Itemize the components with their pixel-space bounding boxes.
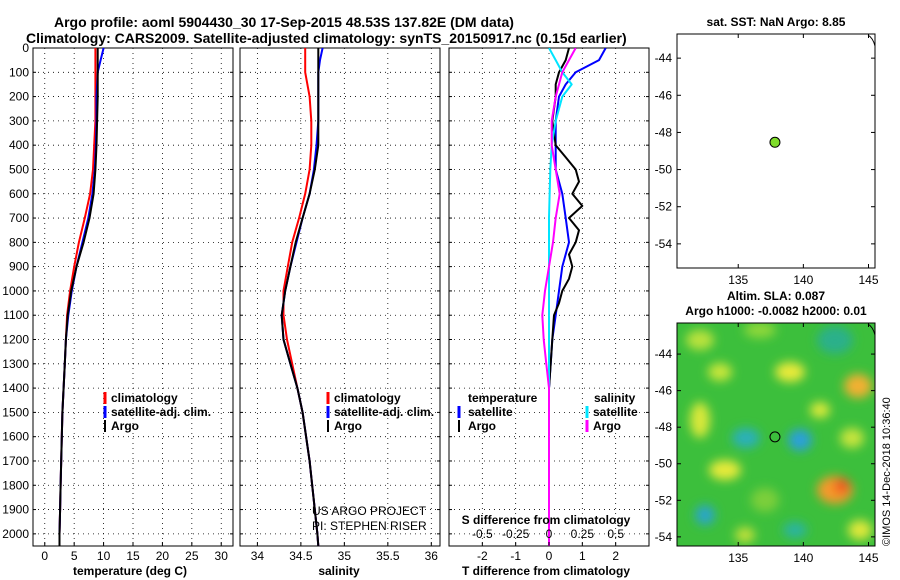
map-x-tick-label: 145 xyxy=(858,551,878,565)
temperature-axis-label: temperature (deg C) xyxy=(73,564,187,578)
map-y-tick-label: -50 xyxy=(655,457,673,471)
map-y-tick-label: -44 xyxy=(655,347,673,361)
sla-map-frame xyxy=(676,322,876,547)
series-line-salinity-argo xyxy=(541,48,577,546)
figure-subtitle: Climatology: CARS2009. Satellite-adjuste… xyxy=(26,30,627,46)
x-tick-label: 5 xyxy=(71,549,78,563)
series-line-argo xyxy=(58,48,99,546)
s-diff-tick-label: 0.25 xyxy=(571,527,595,541)
difference-legend: temperature satellite Argo salinity sate… xyxy=(457,391,638,433)
x-tick-label: -1 xyxy=(510,549,521,563)
depth-tick-label: 1400 xyxy=(2,381,29,395)
depth-tick-label: 1200 xyxy=(2,333,29,347)
s-diff-tick-label: -0.25 xyxy=(502,527,530,541)
legend-climatology-label: climatology xyxy=(334,391,401,405)
pi-credit: PI: STEPHEN RISER xyxy=(312,519,427,533)
s-diff-tick-label: -0.5 xyxy=(472,527,493,541)
series-line-argo xyxy=(280,48,320,546)
depth-tick-label: 2000 xyxy=(2,527,29,541)
legend-satellite-label: satellite-adj. clim. xyxy=(334,405,434,419)
map-x-tick-label: 135 xyxy=(728,273,748,287)
x-tick-label: 1 xyxy=(579,549,586,563)
s-diff-tick-label: 0 xyxy=(546,527,553,541)
depth-tick-label: 900 xyxy=(9,260,29,274)
temperature-panel xyxy=(32,47,234,547)
s-diff-tick-label: 0.5 xyxy=(607,527,624,541)
x-tick-label: 30 xyxy=(215,549,229,563)
sst-map xyxy=(676,33,876,269)
legend-t-satellite-label: satellite xyxy=(468,405,513,419)
depth-tick-label: 600 xyxy=(9,187,29,201)
legend-salinity-title: salinity xyxy=(594,391,636,405)
depth-tick-label: 1000 xyxy=(2,284,29,298)
temperature-legend: climatology satellite-adj. clim. Argo xyxy=(103,391,211,433)
x-tick-label: 0 xyxy=(546,549,553,563)
legend-argo-label: Argo xyxy=(334,419,362,433)
legend-climatology-label: climatology xyxy=(111,391,178,405)
depth-tick-label: 1900 xyxy=(2,503,29,517)
project-credit: US ARGO PROJECT xyxy=(312,504,427,518)
depth-tick-label: 300 xyxy=(9,114,29,128)
legend-s-satellite-label: satellite xyxy=(593,405,638,419)
x-tick-label: 34 xyxy=(251,549,265,563)
s-difference-axis-label: S difference from climatology xyxy=(462,513,631,527)
depth-tick-label: 800 xyxy=(9,235,29,249)
depth-tick-label: 1100 xyxy=(3,308,29,322)
map-y-tick-label: -44 xyxy=(655,51,673,65)
argo-float-marker xyxy=(769,136,781,148)
map-x-tick-label: 135 xyxy=(728,551,748,565)
imos-watermark: ©IMOS 14-Dec-2018 10:36:40 xyxy=(881,397,893,546)
x-tick-label: 35.5 xyxy=(376,549,400,563)
legend-temperature-title: temperature xyxy=(468,391,538,405)
sla-map-subtitle: Argo h1000: -0.0082 h2000: 0.01 xyxy=(685,304,867,318)
legend-satellite-label: satellite-adj. clim. xyxy=(111,405,211,419)
sla-heatmap xyxy=(677,323,875,546)
depth-tick-label: 1300 xyxy=(2,357,29,371)
x-tick-label: 35 xyxy=(338,549,352,563)
depth-tick-label: 100 xyxy=(9,65,29,79)
sst-map-title: sat. SST: NaN Argo: 8.85 xyxy=(707,15,846,29)
map-y-tick-label: -52 xyxy=(655,493,673,507)
map-y-tick-label: -46 xyxy=(655,384,673,398)
map-y-tick-label: -46 xyxy=(655,88,673,102)
depth-tick-label: 1800 xyxy=(2,478,29,492)
x-tick-label: 34.5 xyxy=(289,549,313,563)
legend-argo-label: Argo xyxy=(111,419,139,433)
map-y-tick-label: -52 xyxy=(655,200,673,214)
map-x-tick-label: 145 xyxy=(858,273,878,287)
legend-t-argo-label: Argo xyxy=(468,419,496,433)
legend-s-argo-label: Argo xyxy=(593,419,621,433)
map-y-tick-label: -48 xyxy=(655,420,673,434)
map-y-tick-label: -50 xyxy=(655,163,673,177)
x-tick-label: 25 xyxy=(185,549,199,563)
depth-tick-label: 1500 xyxy=(2,405,29,419)
x-tick-label: 10 xyxy=(97,549,111,563)
x-tick-label: 36 xyxy=(425,549,439,563)
salinity-panel xyxy=(239,47,441,547)
t-difference-axis-label: T difference from climatology xyxy=(462,564,630,578)
x-tick-label: 0 xyxy=(41,549,48,563)
argo-float-marker xyxy=(769,431,781,443)
map-y-tick-label: -54 xyxy=(655,237,673,251)
map-x-tick-label: 140 xyxy=(793,273,813,287)
sla-map-title: Altim. SLA: 0.087 xyxy=(727,289,825,303)
salinity-axis-label: salinity xyxy=(318,564,360,578)
x-tick-label: 15 xyxy=(126,549,140,563)
depth-tick-label: 700 xyxy=(9,211,29,225)
figure-title: Argo profile: aoml 5904430_30 17-Sep-201… xyxy=(54,14,514,30)
salinity-legend: climatology satellite-adj. clim. Argo xyxy=(326,391,434,433)
depth-tick-label: 1600 xyxy=(2,430,29,444)
map-y-tick-label: -54 xyxy=(655,530,673,544)
map-y-tick-label: -48 xyxy=(655,125,673,139)
x-tick-label: 20 xyxy=(156,549,170,563)
depth-tick-label: 500 xyxy=(9,162,29,176)
depth-tick-label: 1700 xyxy=(2,454,29,468)
depth-tick-label: 200 xyxy=(9,90,29,104)
map-x-tick-label: 140 xyxy=(793,551,813,565)
x-tick-label: -2 xyxy=(477,549,488,563)
depth-tick-label: 400 xyxy=(9,138,29,152)
depth-tick-label: 0 xyxy=(22,41,29,55)
x-tick-label: 2 xyxy=(612,549,619,563)
